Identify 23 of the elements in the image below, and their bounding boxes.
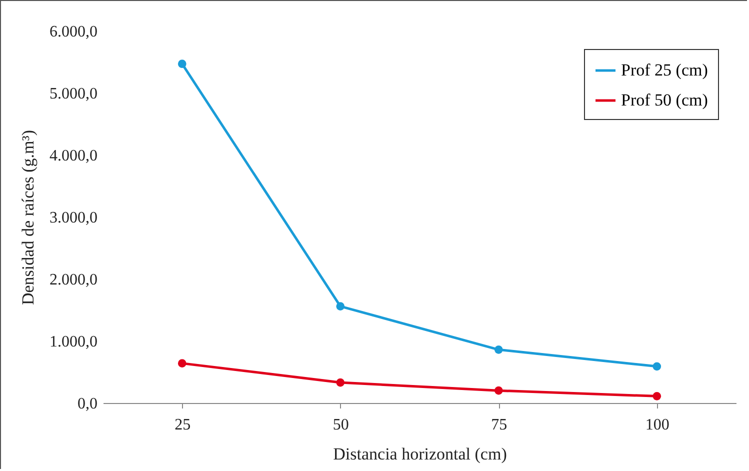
- x-axis-title: Distancia horizontal (cm): [333, 444, 507, 464]
- y-tick-label: 5.000,0: [50, 86, 98, 102]
- x-tick-label: 50: [332, 416, 349, 434]
- y-tick-label: 1.000,0: [50, 334, 98, 350]
- legend-label: Prof 25 (cm): [621, 60, 708, 80]
- y-tick-label: 0,0: [78, 396, 98, 412]
- x-tick-label: 25: [174, 416, 191, 434]
- y-tick-label: 4.000,0: [50, 148, 98, 164]
- y-tick-label: 2.000,0: [50, 272, 98, 288]
- point: [336, 378, 345, 387]
- y-tick-label: 6.000,0: [50, 24, 98, 40]
- y-axis-title: Densidad de raíces (g.m³): [18, 130, 38, 306]
- point: [336, 302, 345, 310]
- point: [494, 386, 503, 395]
- point: [178, 60, 186, 68]
- x-tick-label: 100: [645, 416, 670, 434]
- point: [652, 392, 662, 400]
- point: [494, 346, 503, 354]
- y-tick-label: 3.000,0: [50, 210, 98, 226]
- x-tick-label: 75: [491, 416, 508, 434]
- legend-label: Prof 50 (cm): [621, 90, 708, 110]
- point: [178, 359, 186, 368]
- point: [652, 362, 662, 371]
